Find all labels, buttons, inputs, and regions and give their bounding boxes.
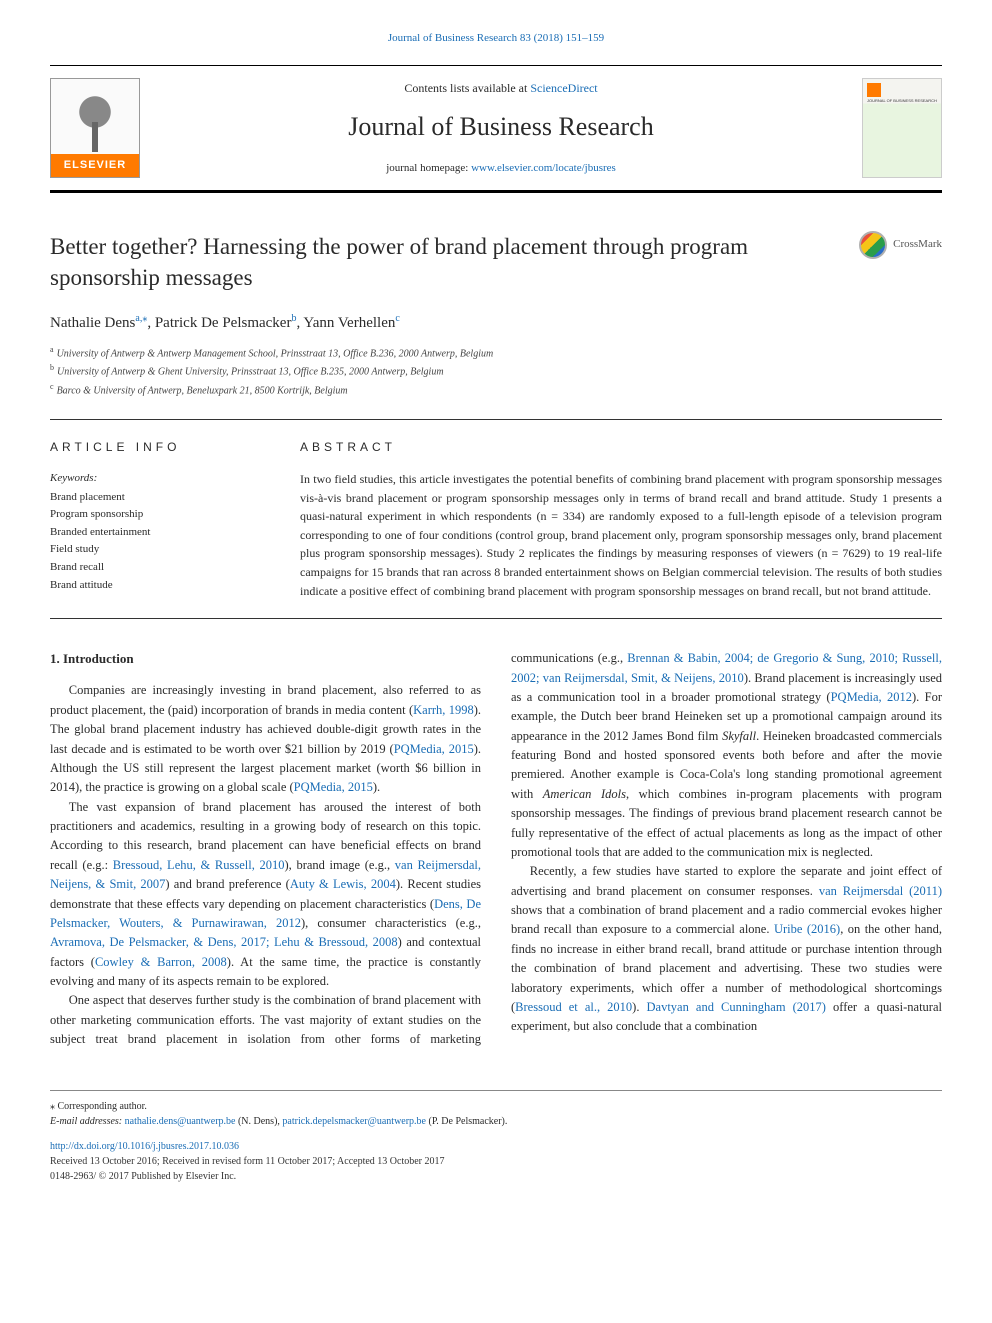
email-line: E-mail addresses: nathalie.dens@uantwerp… — [50, 1114, 942, 1129]
running-head: Journal of Business Research 83 (2018) 1… — [50, 30, 942, 47]
homepage-line: journal homepage: www.elsevier.com/locat… — [160, 160, 842, 177]
citation[interactable]: PQMedia, 2015 — [294, 780, 373, 794]
citation[interactable]: Bressoud, Lehu, & Russell, 2010 — [113, 858, 285, 872]
paragraph: Recently, a few studies have started to … — [511, 862, 942, 1036]
doi-line: http://dx.doi.org/10.1016/j.jbusres.2017… — [50, 1139, 942, 1154]
article-info-column: ARTICLE INFO Keywords: Brand placement P… — [50, 438, 260, 600]
article-info-head: ARTICLE INFO — [50, 438, 260, 456]
crossmark-badge[interactable]: CrossMark — [859, 231, 942, 259]
article-body: 1. Introduction Companies are increasing… — [50, 649, 942, 1049]
header-center: Contents lists available at ScienceDirec… — [160, 79, 842, 177]
citation[interactable]: Auty & Lewis, 2004 — [290, 877, 396, 891]
crossmark-icon — [859, 231, 887, 259]
crossmark-label: CrossMark — [893, 236, 942, 253]
contents-prefix: Contents lists available at — [404, 81, 530, 95]
keyword: Field study — [50, 541, 260, 559]
citation[interactable]: Avramova, De Pelsmacker, & Dens, 2017; L… — [50, 935, 398, 949]
italic-title: Skyfall — [722, 729, 756, 743]
footnotes: ⁎ Corresponding author. E-mail addresses… — [50, 1090, 942, 1129]
keyword: Branded entertainment — [50, 524, 260, 542]
keyword: Brand placement — [50, 489, 260, 507]
citation[interactable]: Uribe (2016) — [774, 922, 840, 936]
author: Yann Verhellenc — [303, 315, 399, 331]
keywords-label: Keywords: — [50, 470, 260, 487]
email-label: E-mail addresses: — [50, 1116, 122, 1127]
citation[interactable]: Bressoud et al., 2010 — [515, 1000, 632, 1014]
affiliation: bUniversity of Antwerp & Ghent Universit… — [50, 362, 942, 380]
abstract-head: ABSTRACT — [300, 438, 942, 456]
section-heading: 1. Introduction — [50, 649, 481, 669]
email-who: (P. De Pelsmacker) — [429, 1116, 505, 1127]
affiliations: aUniversity of Antwerp & Antwerp Managem… — [50, 344, 942, 399]
citation[interactable]: Cowley & Barron, 2008 — [95, 955, 227, 969]
homepage-prefix: journal homepage: — [386, 162, 471, 174]
journal-name: Journal of Business Research — [160, 107, 842, 146]
keyword: Brand recall — [50, 559, 260, 577]
author: Patrick De Pelsmackerb — [155, 315, 297, 331]
abstract-text: In two field studies, this article inves… — [300, 470, 942, 600]
corr-link[interactable]: ⁎ — [142, 313, 147, 324]
citation[interactable]: van Reijmersdal (2011) — [819, 884, 942, 898]
homepage-link[interactable]: www.elsevier.com/locate/jbusres — [471, 162, 616, 174]
corresponding-author-note: ⁎ Corresponding author. — [50, 1099, 942, 1114]
elsevier-badge-text: ELSEVIER — [51, 154, 139, 177]
affiliation: aUniversity of Antwerp & Antwerp Managem… — [50, 344, 942, 362]
elsevier-tree-icon — [65, 94, 125, 154]
italic-title: American Idols — [543, 787, 626, 801]
email-link[interactable]: nathalie.dens@uantwerp.be — [125, 1116, 236, 1127]
affil-link[interactable]: b — [291, 313, 296, 324]
journal-cover-thumb: JOURNAL OF BUSINESS RESEARCH — [862, 78, 942, 178]
author-list: Nathalie Densa,⁎, Patrick De Pelsmackerb… — [50, 311, 942, 335]
keyword: Brand attitude — [50, 577, 260, 595]
affiliation: cBarco & University of Antwerp, Beneluxp… — [50, 381, 942, 399]
citation[interactable]: PQMedia, 2012 — [831, 690, 912, 704]
affil-link[interactable]: c — [395, 313, 399, 324]
article-history: Received 13 October 2016; Received in re… — [50, 1154, 942, 1169]
elsevier-logo: ELSEVIER — [50, 78, 140, 178]
citation[interactable]: PQMedia, 2015 — [394, 742, 474, 756]
citation[interactable]: Karrh, 1998 — [413, 703, 474, 717]
copyright-line: 0148-2963/ © 2017 Published by Elsevier … — [50, 1169, 942, 1184]
doi-link[interactable]: http://dx.doi.org/10.1016/j.jbusres.2017… — [50, 1141, 239, 1152]
divider — [50, 419, 942, 420]
author: Nathalie Densa,⁎ — [50, 315, 147, 331]
paragraph: Companies are increasingly investing in … — [50, 681, 481, 797]
abstract-column: ABSTRACT In two field studies, this arti… — [300, 438, 942, 600]
keywords-list: Brand placement Program sponsorship Bran… — [50, 489, 260, 595]
cover-thumb-label: JOURNAL OF BUSINESS RESEARCH — [867, 99, 937, 103]
email-who: (N. Dens) — [238, 1116, 277, 1127]
journal-header: ELSEVIER Contents lists available at Sci… — [50, 65, 942, 193]
paragraph: The vast expansion of brand placement ha… — [50, 798, 481, 992]
keyword: Program sponsorship — [50, 506, 260, 524]
running-head-link[interactable]: Journal of Business Research 83 (2018) 1… — [388, 32, 604, 44]
contents-line: Contents lists available at ScienceDirec… — [160, 79, 842, 97]
sciencedirect-link[interactable]: ScienceDirect — [530, 81, 597, 95]
citation[interactable]: Davtyan and Cunningham (2017) — [647, 1000, 826, 1014]
article-title: Better together? Harnessing the power of… — [50, 231, 839, 293]
email-link[interactable]: patrick.depelsmacker@uantwerp.be — [282, 1116, 426, 1127]
